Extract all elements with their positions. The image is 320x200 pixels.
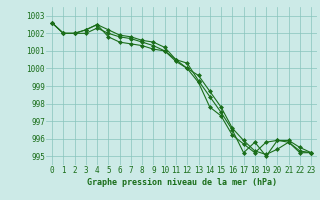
X-axis label: Graphe pression niveau de la mer (hPa): Graphe pression niveau de la mer (hPa) [87, 178, 276, 187]
